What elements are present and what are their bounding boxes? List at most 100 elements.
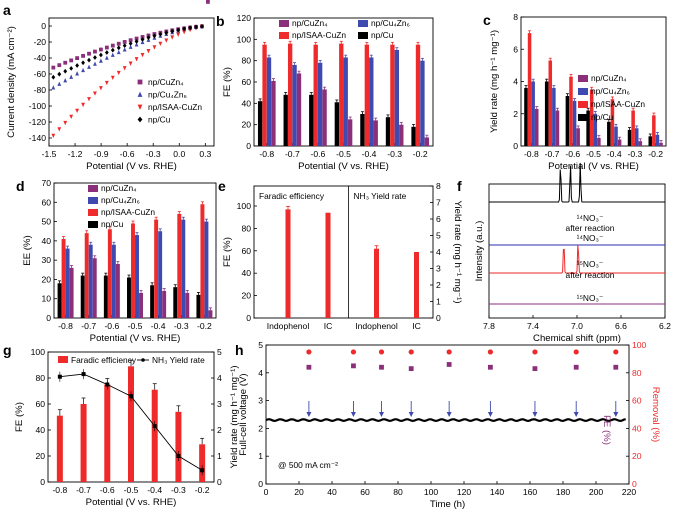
bar [257, 101, 263, 146]
bar [424, 137, 430, 146]
legend-swatch [358, 20, 368, 27]
y-axis-label-right: Yield rate (mg h⁻¹ mg⁻¹) [452, 200, 463, 303]
data-point [69, 65, 74, 71]
cycle-arrow-head [487, 412, 493, 417]
bar [527, 33, 532, 146]
y-tick-label-right: 8 [436, 181, 441, 191]
trace-label-suffix: after reaction [566, 223, 615, 233]
cycle-arrow-head [446, 412, 452, 417]
data-point [81, 102, 85, 108]
x-tick-label: 6.2 [659, 321, 671, 331]
data-point [81, 53, 85, 58]
data-point [75, 63, 80, 68]
bar [177, 213, 182, 318]
x-tick-label: -0.9 [94, 149, 109, 159]
bar [175, 411, 182, 482]
data-point [164, 38, 169, 43]
trace-label: ¹⁵NO₃⁻ [577, 259, 604, 269]
bar [334, 102, 340, 146]
panel-letter: d [16, 178, 25, 194]
bar [343, 57, 348, 146]
voltage-trace [265, 418, 626, 423]
bar [597, 137, 601, 146]
fe-point [446, 362, 452, 367]
x-tick-label: -0.7 [76, 485, 91, 495]
data-point [128, 61, 133, 66]
x-axis-label: Potential (V vs. RHE) [86, 497, 177, 508]
bar [655, 134, 660, 146]
x-tick-label: 200 [589, 487, 604, 497]
spectrum-trace [489, 245, 665, 274]
y-tick-label-right: 2 [217, 425, 222, 435]
x-tick-label: -0.4 [151, 321, 166, 331]
fe-point [532, 366, 538, 372]
bar [151, 389, 158, 482]
y-tick-label: 100 [31, 347, 46, 357]
legend-label: np/CuZn₄ [292, 18, 328, 28]
bar [92, 258, 97, 318]
legend-swatch [279, 20, 289, 27]
legend-swatch [578, 114, 588, 121]
data-point [99, 47, 103, 52]
data-point [134, 42, 139, 47]
data-point [128, 44, 133, 49]
x-axis-label: Potential (V vs. RHE) [548, 161, 639, 172]
legend-label: np/ISAA-CuZn [101, 207, 155, 217]
bar [104, 384, 111, 482]
y-tick-label: 3 [258, 396, 263, 406]
y-tick-label: 50 [41, 217, 51, 227]
y-tick-label-right: 6 [436, 214, 441, 224]
data-point [206, 0, 210, 4]
data-point [128, 38, 133, 43]
y-tick-label-right: 3 [217, 399, 222, 409]
panel-letter: b [216, 13, 225, 29]
data-point [134, 36, 139, 41]
plot-frame [253, 185, 434, 319]
bar [158, 231, 163, 318]
y-tick-label: 6 [513, 44, 518, 54]
panel-d: d 0 10 20 30 40 50 60 70 -0.8 -0.7 -0.6 -0.5 -0.4 -0.3… [16, 178, 217, 344]
annotation: @ 500 mA cm⁻² [278, 460, 338, 470]
data-point [87, 64, 91, 69]
fe-point [351, 363, 356, 369]
data-point [158, 41, 163, 47]
data-point [134, 39, 139, 44]
legend-label: np/CuZn₄ [101, 183, 137, 193]
x-tick-label: -0.5 [124, 485, 139, 495]
y-tick-label: 30 [41, 255, 51, 265]
y-tick-label: 80 [35, 373, 45, 383]
bar [569, 76, 573, 146]
x-tick-label: -0.7 [545, 149, 560, 159]
panel-letter: c [483, 12, 491, 28]
legend-label: np/ISAA-CuZn [292, 30, 346, 40]
data-point [69, 58, 74, 63]
bar [374, 248, 379, 318]
bar [589, 89, 594, 146]
x-tick-label: -0.2 [197, 321, 212, 331]
x-tick-label: 180 [556, 487, 571, 497]
data-point [75, 56, 80, 61]
bar [154, 219, 159, 318]
x-tick-label: -0.6 [104, 321, 119, 331]
bar [373, 120, 378, 146]
bar [103, 275, 108, 318]
bar [555, 110, 560, 146]
y-tick-label-right: 4 [436, 247, 441, 257]
removal-point [306, 349, 312, 355]
data-point [134, 57, 139, 62]
x-tick-label: 160 [523, 487, 538, 497]
bar [313, 44, 318, 146]
fe-point [488, 364, 493, 370]
y-tick-label: 4 [513, 77, 518, 87]
data-point [93, 61, 97, 66]
data-point [69, 74, 74, 79]
bar [548, 60, 553, 146]
y-tick-label: 0 [41, 21, 46, 31]
data-point [128, 41, 133, 46]
fe-point [613, 364, 619, 370]
bar [607, 121, 611, 146]
cycle-arrow-head [408, 412, 414, 417]
x-tick-label: 100 [424, 487, 439, 497]
bar [322, 89, 327, 146]
bar [173, 287, 178, 318]
